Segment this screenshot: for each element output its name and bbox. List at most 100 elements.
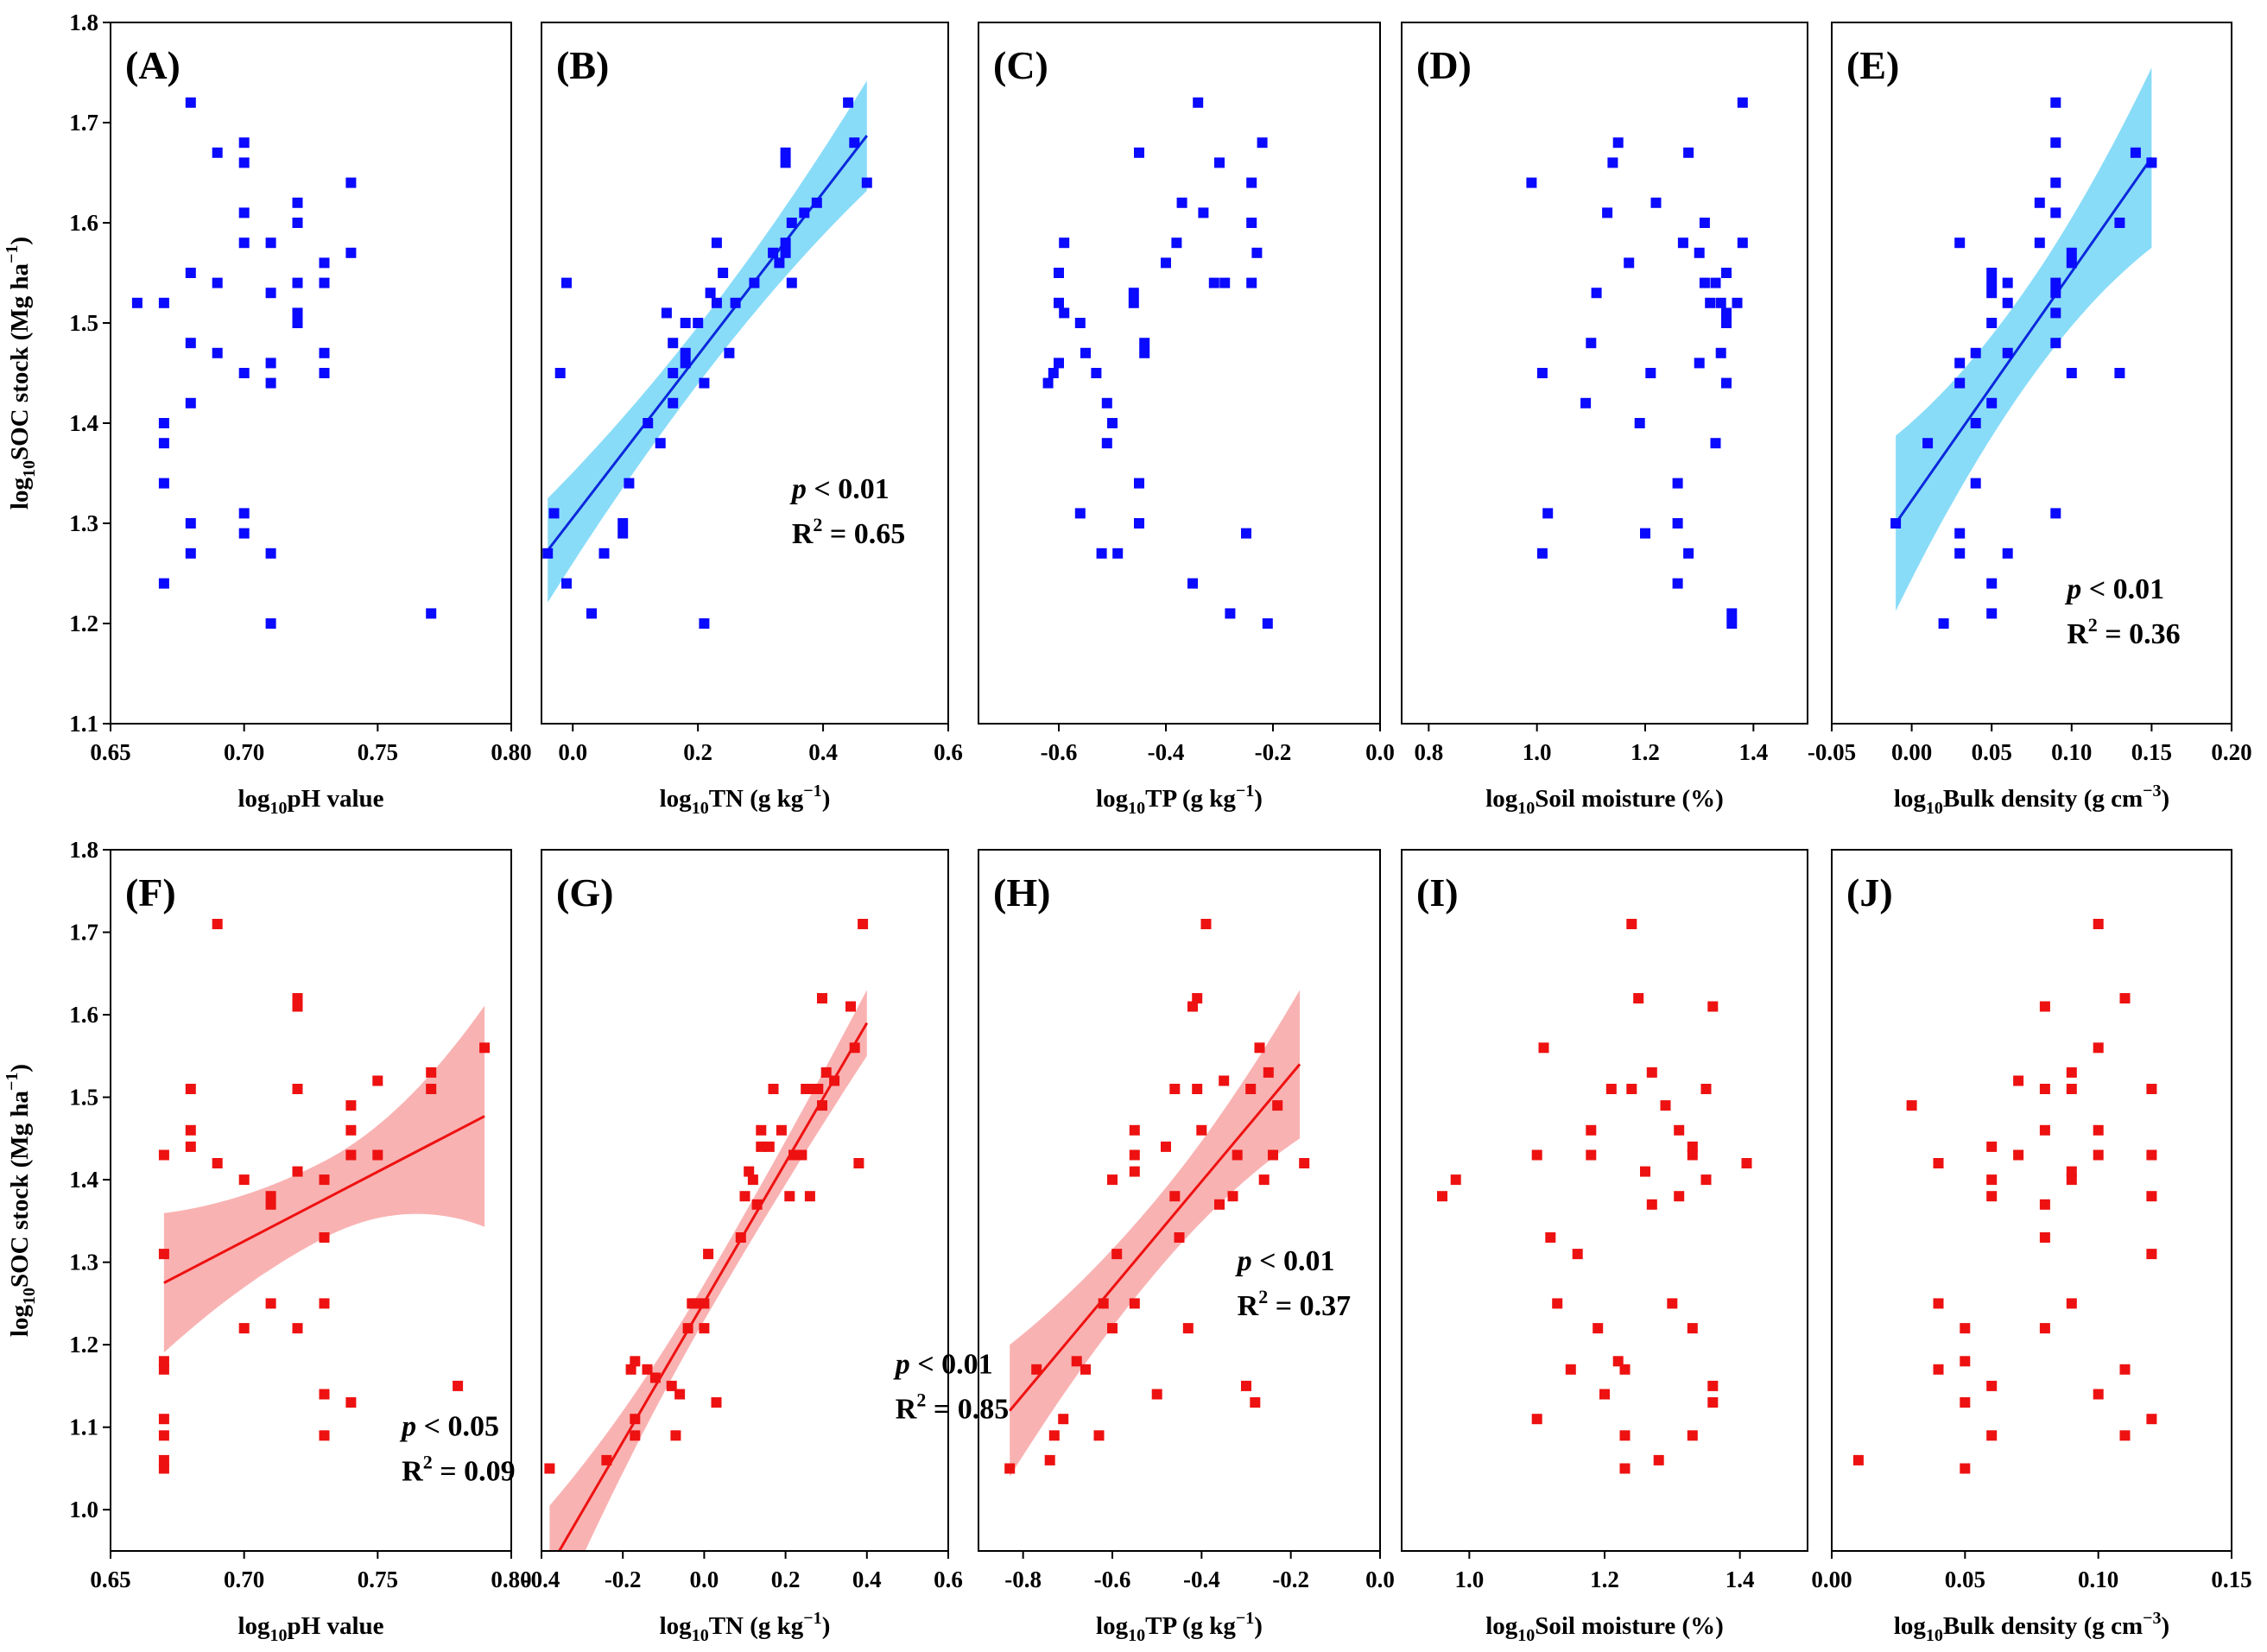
plot-frame-D [1401, 22, 1808, 725]
data-point-B-30 [774, 257, 785, 269]
panel-B: 0.0 0.2 0.4 0.6 (B) log10TN (g kg−1) p < 0.01 R… [541, 22, 963, 818]
data-point-D-8 [1607, 157, 1618, 168]
data-point-A-25 [265, 377, 276, 389]
p-value-B: p < 0.01 [789, 473, 890, 505]
data-point-J-34 [2119, 1430, 2131, 1441]
data-point-F-11 [212, 919, 223, 929]
data-point-D-22 [1694, 358, 1705, 369]
panel-J: 0.00 0.05 0.10 0.15 (J) log10Bulk density (g … [1811, 849, 2252, 1645]
data-point-F-14 [238, 1323, 250, 1334]
data-point-C-31 [1219, 277, 1231, 288]
data-point-B-15 [668, 397, 679, 408]
y-tick-label: 1.2 [69, 1332, 98, 1358]
y-tick-label: 1.5 [69, 1085, 98, 1111]
regression-line-H [1009, 1063, 1301, 1412]
data-point-E-12 [1986, 277, 1998, 288]
data-point-F-33 [372, 1149, 383, 1161]
data-point-B-18 [680, 318, 691, 328]
data-point-G-39 [845, 1001, 856, 1012]
data-point-J-25 [2066, 1174, 2077, 1186]
data-point-C-19 [1134, 478, 1144, 489]
data-point-I-24 [1653, 1454, 1664, 1465]
data-point-H-36 [1263, 1067, 1274, 1078]
data-point-B-13 [668, 338, 679, 349]
data-point-F-18 [292, 993, 303, 1003]
data-point-I-27 [1674, 1124, 1685, 1136]
data-point-I-31 [1687, 1323, 1698, 1334]
data-point-I-21 [1640, 1166, 1650, 1177]
data-point-E-11 [1986, 268, 1998, 278]
panel-label-F: (F) [125, 870, 176, 915]
data-point-G-10 [674, 1389, 686, 1400]
plot-frame-E [1831, 22, 2232, 725]
data-point-I-5 [1545, 1232, 1556, 1243]
data-point-J-19 [2039, 1199, 2050, 1210]
data-point-G-6 [642, 1364, 653, 1375]
data-point-F-17 [265, 1298, 276, 1309]
data-point-G-4 [630, 1414, 641, 1425]
data-point-H-15 [1129, 1298, 1140, 1309]
panel-F: 0.65 0.70 0.75 0.80 1.0 1.1 1.2 1.3 1.4 1.5 1.6 1.7… [3, 837, 532, 1645]
y-tick-label: 1.2 [69, 611, 98, 636]
data-point-F-9 [185, 1124, 196, 1136]
data-point-I-19 [1626, 1084, 1637, 1094]
data-point-E-31 [2050, 338, 2061, 349]
data-point-C-12 [1101, 438, 1112, 449]
data-point-G-2 [625, 1364, 636, 1375]
data-point-A-24 [265, 358, 276, 369]
y-tick-label: 1.7 [69, 920, 98, 946]
data-point-C-6 [1059, 307, 1070, 319]
x-tick-label: 0.10 [2078, 1567, 2118, 1592]
x-axis-label-E: log10Bulk density (g cm−3) [1894, 782, 2169, 818]
x-tick-label: -0.4 [523, 1567, 560, 1592]
data-point-G-35 [817, 1100, 827, 1111]
data-point-D-14 [1650, 197, 1662, 208]
data-point-D-2 [1536, 548, 1548, 559]
data-point-E-18 [2002, 277, 2013, 288]
x-tick-label: 0.2 [683, 739, 712, 765]
data-point-J-38 [2146, 1249, 2157, 1260]
data-point-E-32 [2050, 508, 2061, 519]
data-point-B-10 [643, 418, 654, 428]
data-point-H-0 [1004, 1463, 1016, 1474]
data-point-H-34 [1254, 1042, 1265, 1054]
r-squared-H: R2 = 0.37 [1238, 1286, 1351, 1322]
x-tick-label: 0.2 [771, 1567, 801, 1592]
data-point-D-0 [1526, 177, 1537, 188]
data-point-C-36 [1246, 277, 1257, 288]
data-point-J-16 [2039, 1001, 2050, 1012]
x-tick-label: 0.80 [491, 1567, 531, 1592]
x-axis-label-F: log10pH value [237, 1612, 383, 1645]
data-point-C-23 [1161, 257, 1171, 269]
data-point-B-36 [786, 218, 797, 228]
data-point-C-7 [1074, 318, 1086, 328]
data-point-A-17 [238, 207, 250, 218]
data-point-H-31 [1241, 1380, 1251, 1391]
data-point-G-42 [858, 919, 869, 929]
panel-G: -0.4 -0.2 0.0 0.2 0.4 0.6(G)log10TN (g kg−1)p… [523, 849, 1009, 1645]
plot-frame-H [978, 849, 1381, 1552]
data-point-I-11 [1593, 1323, 1604, 1334]
data-point-C-10 [1091, 368, 1102, 378]
x-axis-label-G: log10TN (g kg−1) [660, 1609, 831, 1645]
p-value-H: p < 0.01 [1235, 1245, 1335, 1277]
x-tick-label: 0.70 [224, 1567, 264, 1592]
data-point-D-37 [1737, 237, 1748, 249]
data-point-E-8 [1970, 347, 1981, 358]
data-point-G-25 [763, 1141, 775, 1152]
data-point-B-14 [668, 368, 679, 378]
data-point-F-0 [158, 1149, 169, 1161]
data-point-B-23 [711, 237, 722, 249]
data-point-B-7 [617, 518, 629, 529]
x-tick-label: -0.6 [1041, 739, 1078, 765]
data-point-E-39 [2146, 157, 2157, 168]
data-point-G-30 [796, 1149, 807, 1161]
data-point-E-24 [2050, 97, 2061, 108]
y-tick-label: 1.0 [69, 1497, 98, 1522]
p-value-F: p < 0.05 [399, 1410, 499, 1442]
data-point-C-13 [1101, 397, 1112, 408]
data-point-B-9 [624, 478, 635, 489]
data-point-B-17 [680, 358, 691, 369]
data-point-F-8 [185, 1084, 196, 1094]
data-point-E-6 [1954, 528, 1966, 539]
